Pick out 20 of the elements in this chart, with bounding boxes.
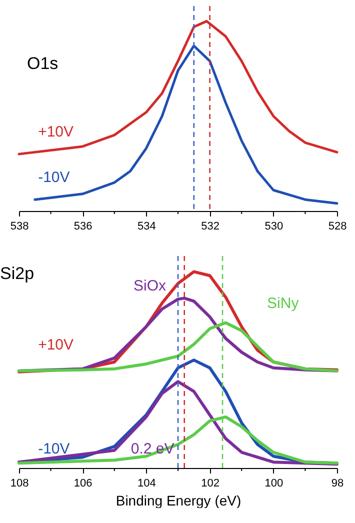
x-tick-label: 108	[10, 478, 29, 490]
text: SiNy	[267, 295, 300, 312]
x-tick-label: 106	[74, 478, 92, 490]
x-tick-label: 528	[328, 220, 347, 232]
x-tick-label: 532	[201, 220, 220, 232]
x-tick-label: 100	[264, 478, 284, 490]
series-label: +10V	[38, 123, 74, 140]
x-tick-label: 538	[10, 220, 29, 232]
x-tick-label: 102	[201, 478, 220, 490]
x-tick-label: 104	[138, 478, 156, 490]
series-label: -10V	[38, 440, 70, 458]
text: O1s	[27, 54, 58, 73]
x-tick-label: 536	[74, 220, 92, 232]
x-tick-label: 530	[264, 220, 284, 232]
series-label: SiOx	[133, 277, 166, 294]
chart-title: Si2p	[0, 264, 34, 283]
series-label: +10V	[38, 336, 74, 354]
x-tick-label: 98	[331, 478, 344, 490]
series-label: -10V	[38, 168, 70, 186]
x-tick-label: 534	[138, 220, 156, 232]
